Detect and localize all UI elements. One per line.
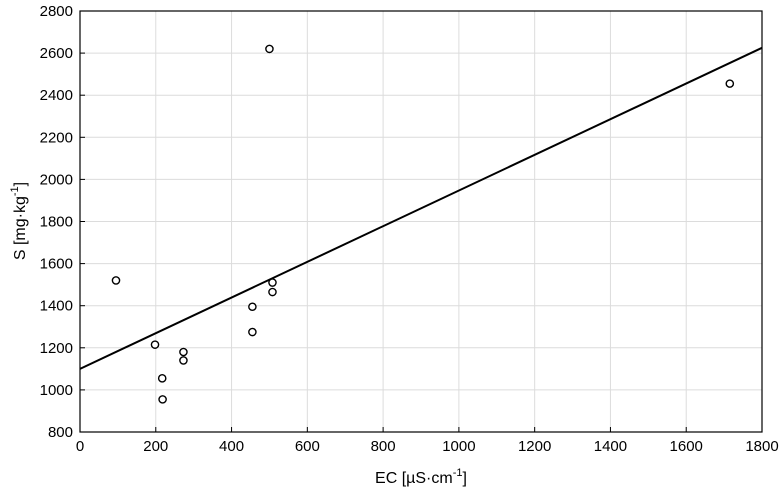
x-tick-label: 400 xyxy=(219,438,244,455)
data-point xyxy=(268,278,277,287)
y-axis-label: S [mg·kg-1] xyxy=(9,182,29,260)
y-tick-label: 800 xyxy=(48,424,73,441)
data-point xyxy=(248,327,257,337)
y-tick-label: 1000 xyxy=(40,382,73,399)
x-tick-label: 1000 xyxy=(442,438,475,455)
x-axis-label: EC [µS·cm-1] xyxy=(375,467,467,487)
x-tick-label: 1400 xyxy=(594,438,627,455)
data-point xyxy=(158,395,167,404)
data-point xyxy=(268,287,277,297)
y-tick-label: 2000 xyxy=(40,171,73,188)
y-tick-label: 2800 xyxy=(40,3,73,20)
x-tick-label: 1200 xyxy=(518,438,551,455)
trendline xyxy=(79,46,763,370)
x-tick-label: 800 xyxy=(371,438,396,455)
y-tick-label: 1600 xyxy=(40,256,73,273)
y-tick-label: 1800 xyxy=(40,214,73,231)
y-tick-label: 2200 xyxy=(40,129,73,146)
data-point xyxy=(157,374,167,383)
x-tick-label: 1800 xyxy=(745,438,778,455)
x-tick-label: 0 xyxy=(76,438,84,455)
x-tick-label: 1600 xyxy=(670,438,703,455)
y-tick-label: 2400 xyxy=(40,87,73,104)
trendline-group xyxy=(79,46,763,370)
data-point xyxy=(111,276,121,285)
data-point xyxy=(265,44,274,54)
x-tick-label: 600 xyxy=(295,438,320,455)
y-tick-label: 1200 xyxy=(40,340,73,357)
tick-labels: 0 200 400 600 800 1000 1200 1400 1600 1800 800 1000… xyxy=(40,3,779,455)
y-tick-label: 1400 xyxy=(40,298,73,315)
data-point xyxy=(725,79,735,88)
data-point xyxy=(179,347,188,357)
data-point xyxy=(150,340,160,349)
data-point xyxy=(248,302,257,312)
data-point xyxy=(179,356,188,365)
grid-lines xyxy=(79,10,763,433)
x-tick-label: 200 xyxy=(143,438,168,455)
data-points xyxy=(111,44,735,404)
plot-frame xyxy=(79,10,763,433)
y-tick-label: 2600 xyxy=(40,45,73,62)
